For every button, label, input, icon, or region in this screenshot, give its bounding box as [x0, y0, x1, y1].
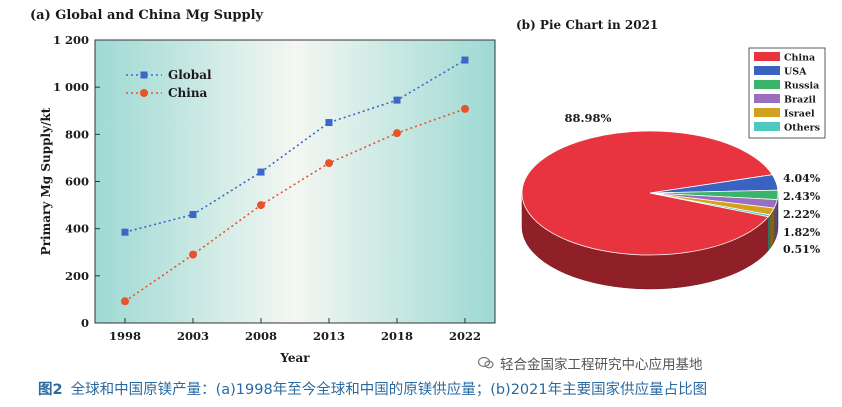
line-chart: 0 200 400 600 800 1 000 1 200 1998 2003 2008 2013…	[39, 33, 496, 365]
data-point-global	[257, 168, 265, 176]
pie-legend-swatch-others	[754, 122, 780, 131]
data-point-global	[393, 96, 401, 104]
y-tick-label: 1 200	[53, 33, 89, 47]
legend-label-global: Global	[168, 68, 212, 82]
x-tick-label: 2022	[449, 329, 481, 343]
x-tick-label: 1998	[109, 329, 141, 343]
x-axis-label: Year	[279, 351, 310, 365]
pie-label-usa: 4.04%	[783, 172, 821, 185]
wechat-icon	[477, 356, 494, 370]
legend-marker-china	[140, 89, 148, 97]
pie-slice-others	[649, 192, 771, 218]
data-point-china	[121, 297, 129, 306]
y-tick-label: 400	[65, 222, 89, 236]
y-tick-label: 800	[65, 127, 89, 141]
pie-label-russia: 2.43%	[783, 190, 821, 203]
pie-label-israel: 1.82%	[783, 226, 821, 239]
figure-caption: 图2 全球和中国原镁产量：(a)1998年至今全球和中国的原镁供应量；(b)202…	[38, 378, 707, 399]
pie-legend-swatch-usa	[754, 66, 780, 75]
x-tick-label: 2018	[381, 329, 413, 343]
figure-number: 图2	[38, 382, 63, 398]
caption-text: 全球和中国原镁产量：(a)1998年至今全球和中国的原镁供应量；(b)2021年…	[70, 382, 708, 398]
y-axis-label: Primary Mg Supply/kt	[39, 107, 53, 255]
pie-label-china: 88.98%	[565, 111, 612, 125]
pie-slice-china	[521, 130, 773, 256]
pie-legend-label-china: China	[784, 53, 815, 64]
line-chart-title: (a) Global and China Mg Supply	[30, 8, 264, 23]
pie-legend-swatch-israel	[754, 108, 780, 117]
data-point-china	[257, 201, 265, 210]
x-tick-label: 2003	[177, 329, 209, 343]
y-tick-label: 600	[65, 175, 89, 189]
pie-legend-label-others: Others	[784, 123, 820, 134]
data-point-global	[121, 228, 129, 236]
data-point-china	[325, 159, 333, 168]
pie-label-brazil: 2.22%	[783, 208, 821, 221]
pie-side-others	[768, 214, 771, 252]
pie-legend-label-israel: Israel	[784, 109, 815, 120]
pie-legend-label-brazil: Brazil	[784, 95, 816, 106]
pie-legend-swatch-russia	[754, 80, 780, 89]
data-point-china	[461, 104, 469, 113]
data-point-china	[393, 129, 401, 138]
pie-chart: 88.98% 4.04% 2.43% 2.22% 1.82% 0.51% China USA…	[521, 47, 826, 290]
pie-legend-swatch-brazil	[754, 94, 780, 103]
pie-legend-swatch-china	[754, 52, 780, 61]
data-point-global	[325, 119, 333, 127]
legend-marker-global	[140, 71, 148, 79]
pie-legend-label-usa: USA	[784, 67, 807, 78]
x-tick-label: 2013	[313, 329, 345, 343]
pie-chart-title: (b) Pie Chart in 2021	[516, 18, 659, 32]
legend-label-china: China	[168, 86, 208, 100]
x-tick-label: 2008	[245, 329, 277, 343]
y-tick-label: 200	[65, 269, 89, 283]
watermark: 轻合金国家工程研究中心应用基地	[477, 353, 703, 373]
data-point-global	[461, 56, 469, 64]
series-line-china	[124, 108, 466, 302]
y-tick-label: 0	[81, 316, 89, 330]
pie-legend-label-russia: Russia	[784, 81, 819, 92]
data-point-china	[189, 250, 197, 259]
plot-area	[94, 39, 496, 324]
watermark-text: 轻合金国家工程研究中心应用基地	[500, 357, 703, 373]
data-point-global	[189, 211, 197, 219]
y-tick-label: 1 000	[53, 80, 89, 94]
pie-label-others: 0.51%	[783, 243, 821, 256]
